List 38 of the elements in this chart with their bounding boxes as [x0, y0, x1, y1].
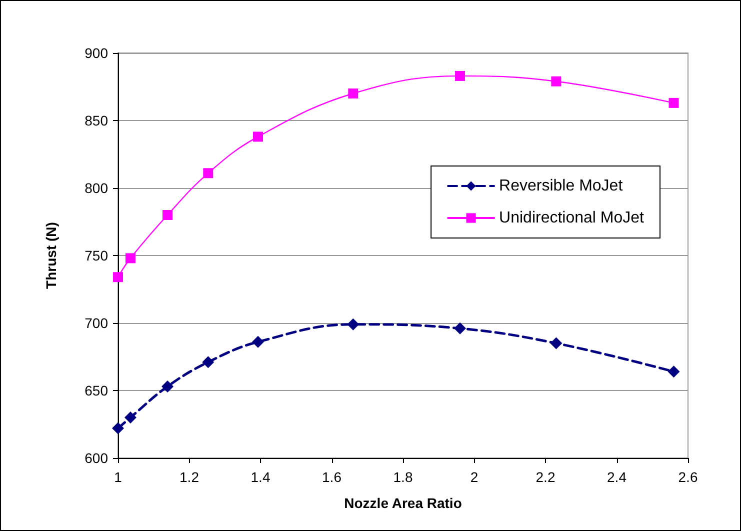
point — [668, 98, 679, 108]
y-tick-label: 800 — [84, 180, 108, 196]
x-tick-label: 2.6 — [678, 469, 698, 485]
y-tick-label: 600 — [84, 450, 108, 466]
point — [347, 318, 360, 330]
legend-label: Unidirectional MoJet — [499, 210, 645, 226]
x-tick-label: 1.8 — [393, 469, 413, 485]
point — [125, 253, 136, 264]
point — [252, 336, 264, 348]
y-tick-label: 900 — [84, 45, 108, 61]
x-tick-label: 1.6 — [322, 469, 342, 485]
point — [668, 366, 680, 378]
point — [202, 356, 214, 368]
y-tick-label: 700 — [84, 315, 108, 331]
x-tick-label: 2.2 — [536, 469, 556, 485]
point — [455, 70, 465, 81]
x-tick-label: 1.2 — [180, 469, 200, 485]
point — [112, 422, 124, 434]
point — [203, 168, 214, 178]
x-axis-title: Nozzle Area Ratio — [344, 495, 462, 511]
point — [113, 272, 123, 282]
y-tick-label: 850 — [84, 112, 108, 128]
y-axis-title: Thrust (N) — [43, 222, 59, 289]
point — [348, 88, 358, 98]
point — [162, 210, 173, 220]
point — [551, 76, 562, 86]
point — [454, 322, 466, 334]
x-tick-label: 1 — [114, 469, 122, 485]
y-tick-label: 650 — [84, 382, 108, 398]
point — [253, 132, 264, 142]
x-tick-label: 2.4 — [607, 469, 627, 485]
y-tick-label: 750 — [84, 248, 108, 264]
point — [124, 412, 136, 424]
x-tick-label: 1.4 — [250, 469, 270, 485]
x-tick-label: 2 — [470, 469, 478, 485]
point — [550, 337, 562, 350]
legend-label: Reversible MoJet — [499, 178, 624, 194]
point — [162, 380, 174, 392]
